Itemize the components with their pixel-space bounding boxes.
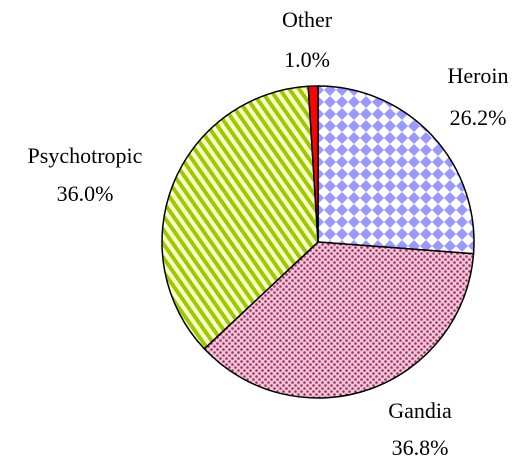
slice-label: Gandia	[388, 398, 452, 423]
slice-value-label: 1.0%	[284, 47, 330, 72]
slice-value-label: 26.2%	[450, 105, 507, 130]
slice-value-label: 36.0%	[57, 181, 114, 206]
pie-slice	[203, 241, 475, 399]
pie-slice	[317, 85, 475, 255]
slice-label: Heroin	[447, 63, 508, 88]
pie-slice	[307, 85, 319, 243]
pie-slice	[161, 85, 319, 350]
slice-label: Other	[282, 7, 333, 32]
slice-value-label: 36.8%	[392, 435, 449, 460]
slice-label: Psychotropic	[28, 143, 143, 168]
